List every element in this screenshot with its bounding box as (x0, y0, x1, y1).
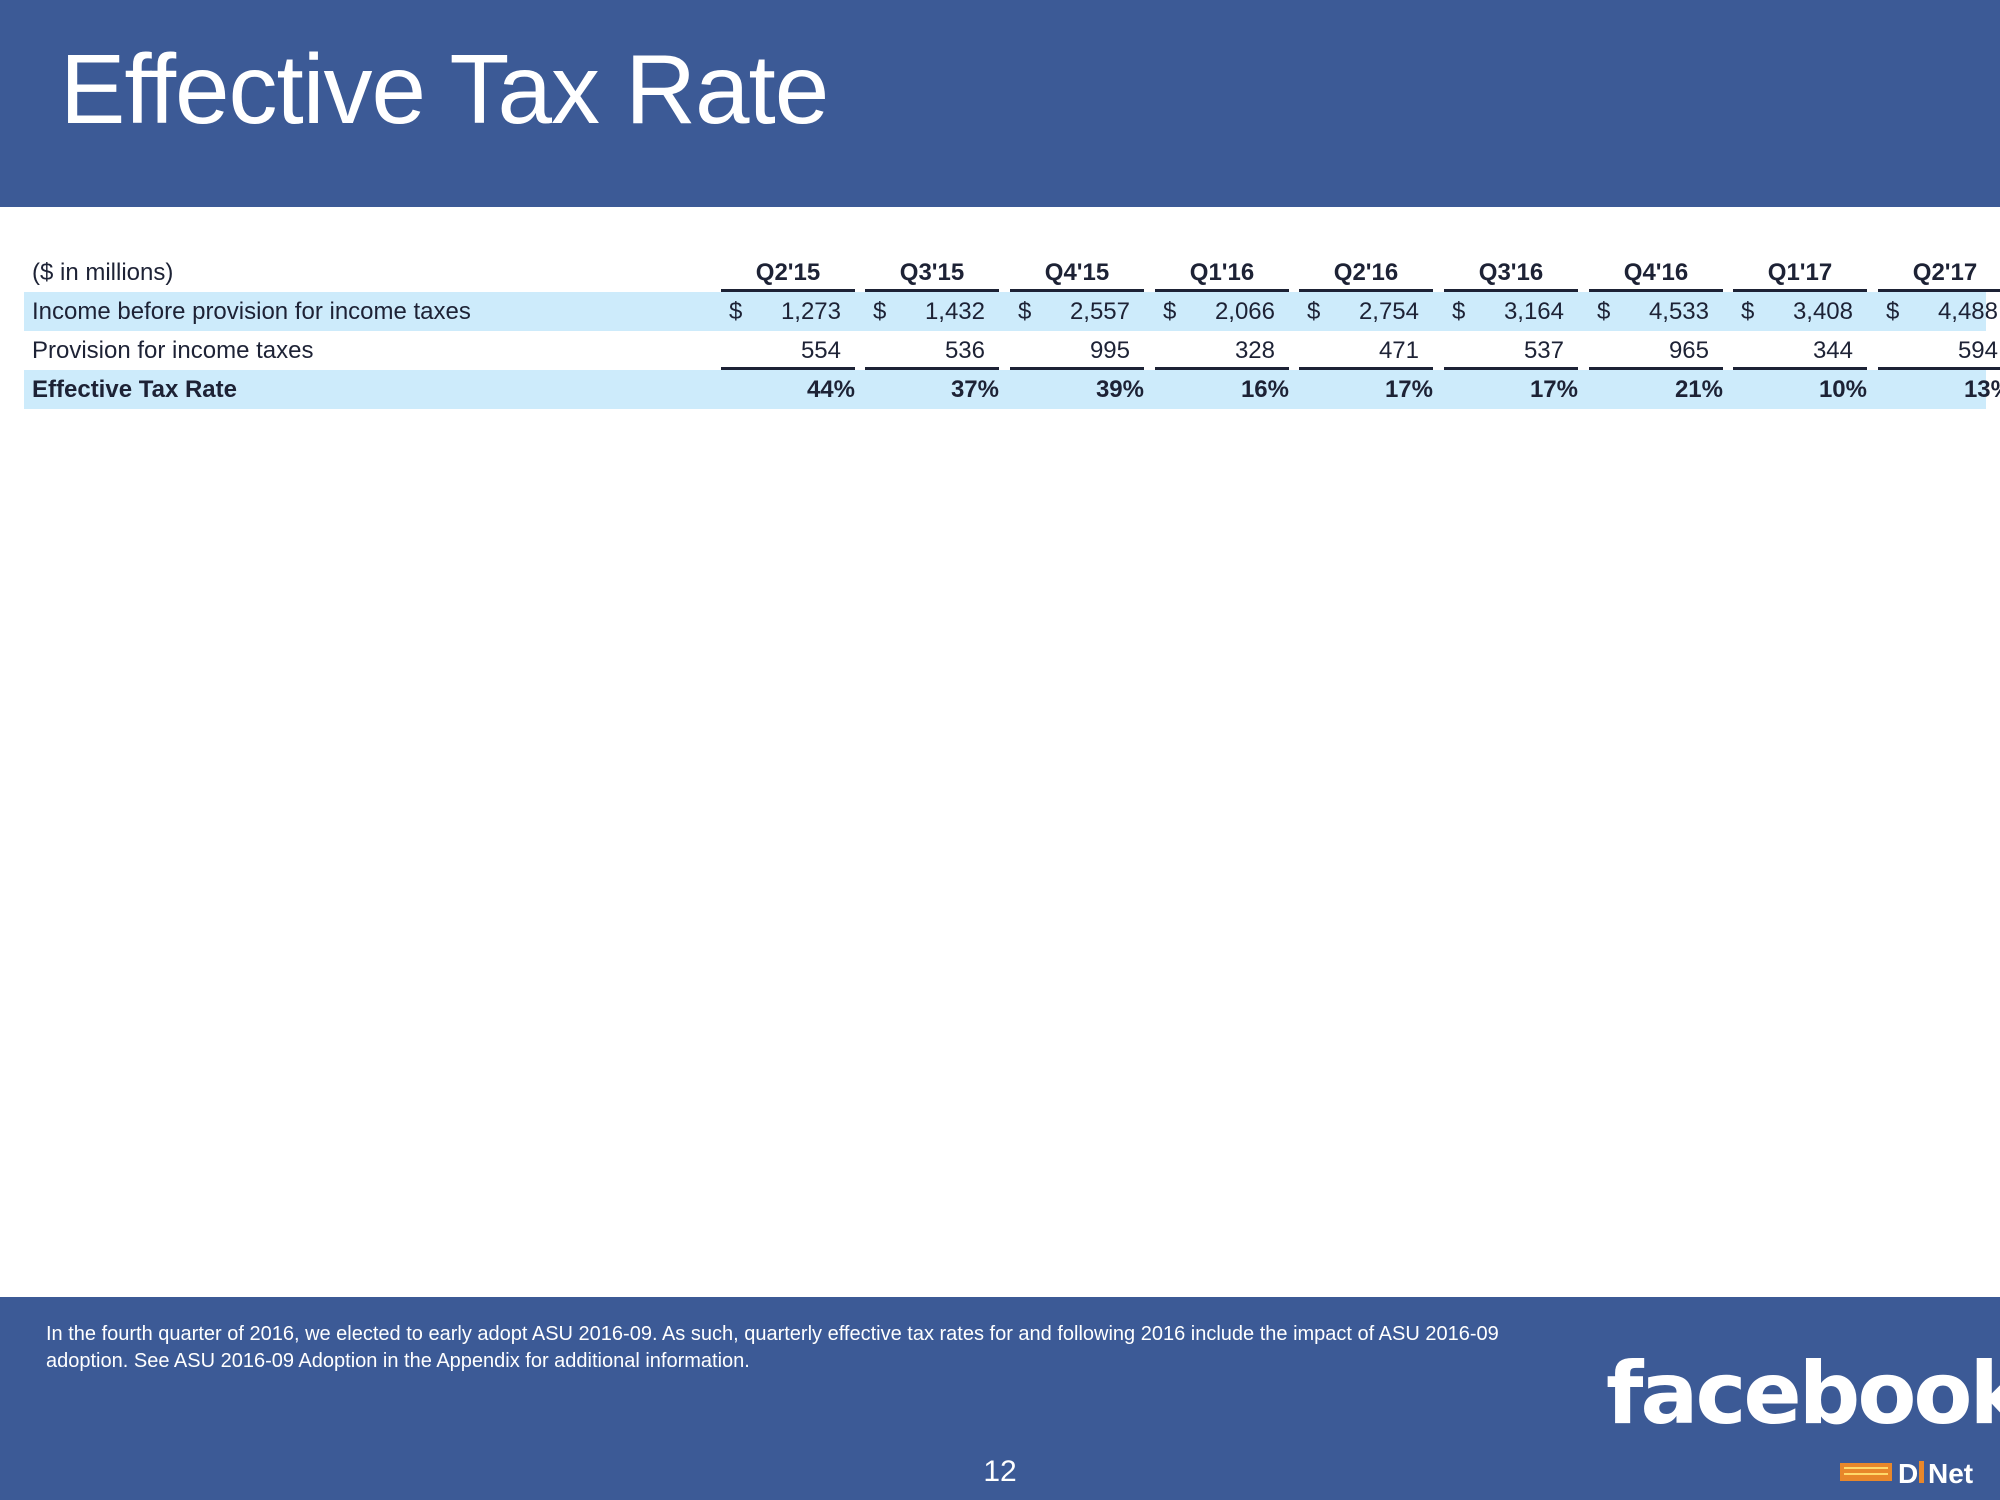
cell-value: 4,533 (1648, 298, 1709, 325)
table-cell: 344 (1733, 331, 1867, 370)
slide-title: Effective Tax Rate (60, 34, 829, 144)
tax-rate-table: ($ in millions) Q2'15 Q3'15 Q4'15 Q1'16 Q2'1… (24, 253, 2000, 409)
table-cell: 554 (721, 331, 855, 370)
column-header: Q1'17 (1733, 253, 1867, 292)
cell-value: 4,488 (1937, 298, 1998, 325)
table-cell: 537 (1444, 331, 1578, 370)
table-cell: 37% (865, 370, 999, 409)
cell-value: 44% (806, 376, 855, 403)
table-cell: $4,488 (1878, 292, 2000, 331)
table-row-income-before-tax: Income before provision for income taxes… (24, 292, 1998, 331)
table-cell: 17% (1444, 370, 1578, 409)
table-cell: $4,533 (1589, 292, 1723, 331)
column-header: Q3'15 (865, 253, 999, 292)
column-header: Q2'16 (1299, 253, 1433, 292)
table-cell: 39% (1010, 370, 1144, 409)
facebook-logo: facebook (1606, 1344, 2000, 1444)
cell-value: 1,273 (780, 298, 841, 325)
cell-value: 344 (1812, 337, 1853, 364)
table-cell: 328 (1155, 331, 1289, 370)
table-cell: 44% (721, 370, 855, 409)
table-cell: $2,066 (1155, 292, 1289, 331)
cell-value: 537 (1523, 337, 1564, 364)
column-header: Q4'16 (1589, 253, 1723, 292)
cell-value: 536 (944, 337, 985, 364)
table-cell: $3,164 (1444, 292, 1578, 331)
column-header: Q2'17 (1878, 253, 2000, 292)
cell-value: 17% (1529, 376, 1578, 403)
table-header-row: ($ in millions) Q2'15 Q3'15 Q4'15 Q1'16 Q2'1… (24, 253, 2000, 292)
table-cell: 965 (1589, 331, 1723, 370)
table-cell: 995 (1010, 331, 1144, 370)
cell-value: 554 (800, 337, 841, 364)
currency-symbol: $ (729, 298, 743, 325)
footer-banner: In the fourth quarter of 2016, we electe… (0, 1297, 2000, 1500)
currency-symbol: $ (1307, 298, 1321, 325)
unit-label: ($ in millions) (32, 259, 174, 286)
table-cell: $1,273 (721, 292, 855, 331)
currency-symbol: $ (1018, 298, 1032, 325)
table-cell: 16% (1155, 370, 1289, 409)
cell-value: 13% (1963, 376, 2000, 403)
currency-symbol: $ (1741, 298, 1755, 325)
currency-symbol: $ (1452, 298, 1466, 325)
watermark-logo: D Net (1840, 1458, 1973, 1489)
cell-value: 2,754 (1358, 298, 1419, 325)
cell-value: 328 (1234, 337, 1275, 364)
cell-value: 2,557 (1069, 298, 1130, 325)
currency-symbol: $ (1886, 298, 1900, 325)
column-header: Q3'16 (1444, 253, 1578, 292)
footnote: In the fourth quarter of 2016, we electe… (46, 1323, 1499, 1372)
cell-value: 3,164 (1503, 298, 1564, 325)
currency-symbol: $ (873, 298, 887, 325)
cell-value: 3,408 (1792, 298, 1853, 325)
column-header: Q4'15 (1010, 253, 1144, 292)
table-cell: $2,557 (1010, 292, 1144, 331)
column-header: Q1'16 (1155, 253, 1289, 292)
table-cell: 13% (1878, 370, 2000, 409)
table-cell: 21% (1589, 370, 1723, 409)
table-cell: $2,754 (1299, 292, 1433, 331)
table-cell: 471 (1299, 331, 1433, 370)
currency-symbol: $ (1597, 298, 1611, 325)
currency-symbol: $ (1163, 298, 1177, 325)
row-label-income-before-tax: Income before provision for income taxes (32, 298, 471, 325)
table-cell: $3,408 (1733, 292, 1867, 331)
table-row-effective-tax-rate: Effective Tax Rate 44% 37% 39% 16% 17% 17% 21%… (24, 370, 2000, 409)
svg-text:Net: Net (1928, 1458, 1973, 1489)
table-row-provision: Provision for income taxes 554 536 995 328 4… (24, 331, 2000, 370)
column-header: Q2'15 (721, 253, 855, 292)
cell-value: 965 (1668, 337, 1709, 364)
table-cell: 536 (865, 331, 999, 370)
cell-value: 39% (1095, 376, 1144, 403)
svg-text:D: D (1898, 1458, 1918, 1489)
table-cell: 10% (1733, 370, 1867, 409)
cell-value: 37% (950, 376, 999, 403)
cell-value: 995 (1089, 337, 1130, 364)
cell-value: 17% (1384, 376, 1433, 403)
title-banner: Effective Tax Rate (0, 0, 2000, 207)
table-cell: 594 (1878, 331, 2000, 370)
cell-value: 594 (1957, 337, 1998, 364)
row-label-effective-tax-rate: Effective Tax Rate (32, 376, 237, 403)
cell-value: 471 (1378, 337, 1419, 364)
table-cell: 17% (1299, 370, 1433, 409)
cell-value: 1,432 (924, 298, 985, 325)
cell-value: 2,066 (1214, 298, 1275, 325)
cell-value: 21% (1674, 376, 1723, 403)
page-number: 12 (983, 1455, 1017, 1488)
cell-value: 16% (1240, 376, 1289, 403)
row-label-provision: Provision for income taxes (32, 337, 314, 364)
table-cell: $1,432 (865, 292, 999, 331)
cell-value: 10% (1818, 376, 1867, 403)
